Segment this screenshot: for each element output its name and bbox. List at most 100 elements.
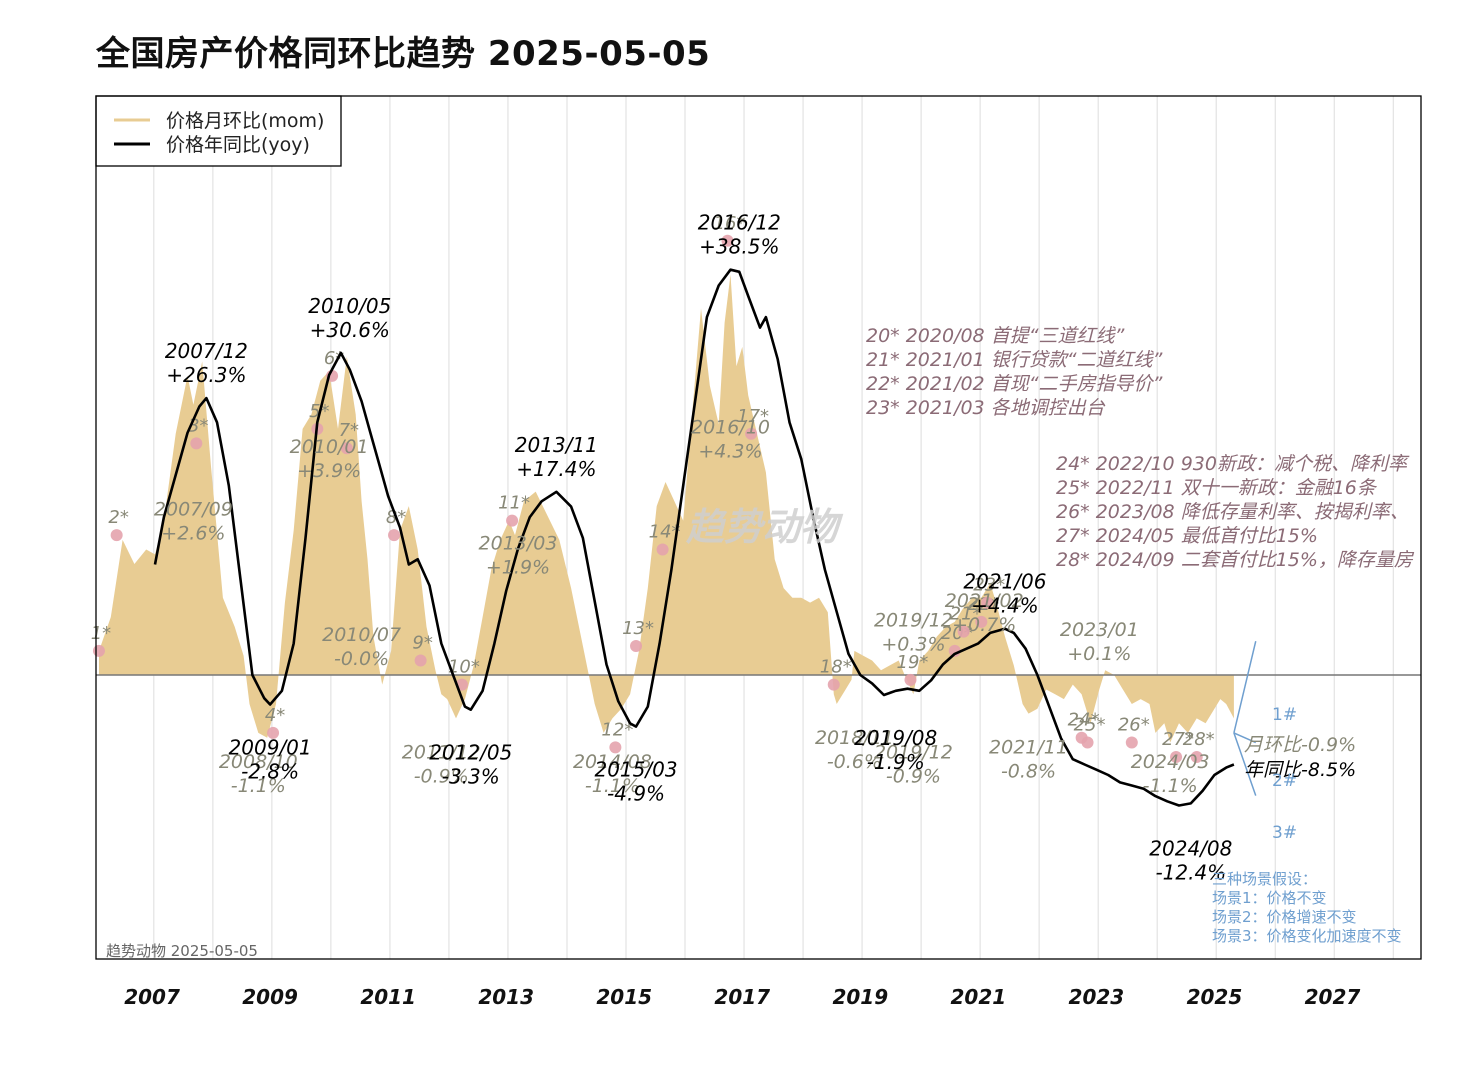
mom-annotation-value-5: -0.0%	[334, 648, 389, 670]
event-marker-22	[975, 615, 988, 628]
mom-annotation-date-1: 2010/01	[290, 436, 369, 458]
mom-annotation-date-3: 2016/10	[691, 417, 770, 439]
scenario-line-3	[1233, 732, 1257, 796]
yoy-line	[153, 268, 1235, 807]
mom-annotation-value-3: +4.3%	[698, 441, 762, 463]
latest-yoy-label: 年同比-8.5%	[1244, 759, 1356, 781]
yoy-annotation-value-0: +26.3%	[166, 363, 246, 387]
scenario-line-1	[1233, 641, 1257, 734]
event-marker-label-28: 28*	[1183, 729, 1215, 750]
event-marker-label-12: 12*	[601, 719, 633, 740]
event-marker-11	[506, 514, 519, 527]
event-marker-label-1: 1*	[91, 623, 111, 644]
yoy-annotation-value-9: -12.4%	[1155, 861, 1226, 885]
mom-annotation-date-8: 2018/11	[815, 727, 894, 749]
scenario-label-3: 3#	[1272, 823, 1297, 843]
mom-annotation-date-9: 2019/12	[874, 610, 953, 632]
policy-note-27: 27* 2024/05 最低首付比15%	[1056, 525, 1318, 547]
mom-annotation-date-2: 2013/03	[479, 532, 558, 554]
policy-note-22: 22* 2021/02 首现“二手房指导价”	[866, 373, 1163, 395]
yoy-annotation-value-2: +17.4%	[516, 457, 596, 481]
yoy-annotation-value-6: -4.9%	[607, 782, 665, 806]
mom-annotation-date-4: 2008/10	[219, 751, 298, 773]
scenario-line-2	[1233, 732, 1257, 744]
mom-annotation-value-13: +0.1%	[1067, 643, 1131, 665]
scenario-label-2: 2#	[1272, 771, 1297, 791]
page-title: 全国房产价格同环比趋势 2025-05-05	[96, 34, 711, 74]
mom-annotation-date-11: 2021/02	[945, 590, 1024, 612]
mom-annotation-date-7: 2014/08	[573, 751, 652, 773]
event-marker-2	[110, 529, 123, 542]
mom-annotation-value-7: -1.1%	[585, 775, 640, 797]
policy-note-24: 24* 2022/10 930新政：减个税、降利率	[1056, 453, 1410, 475]
policy-note-26: 26* 2023/08 降低存量利率、按揭利率、	[1056, 501, 1409, 523]
event-marker-label-17: 17*	[737, 406, 769, 427]
mom-annotation-value-1: +3.9%	[297, 460, 361, 482]
event-marker-label-2: 2*	[108, 507, 128, 528]
event-marker-label-27: 27*	[1162, 729, 1194, 750]
x-tick-label-2009: 2009	[242, 985, 298, 1009]
watermark: 趋势动物	[685, 505, 844, 549]
x-tick-label-2013: 2013	[478, 985, 534, 1009]
event-marker-17	[745, 427, 758, 440]
mom-annotation-date-10: 2019/12	[874, 741, 953, 763]
text-blocks: 趋势动物 20* 2020/08 首提“三道红线” 21* 2021/01 银行…	[106, 325, 1415, 960]
event-marker-label-7: 7*	[339, 420, 359, 441]
event-marker-27	[1170, 751, 1183, 764]
event-marker-13	[630, 640, 643, 653]
event-marker-label-19: 19*	[897, 652, 929, 673]
legend-yoy-label: 价格年同比(yoy)	[166, 134, 310, 156]
mom-annotation-value-4: -1.1%	[231, 775, 286, 797]
event-marker-label-14: 14*	[649, 522, 681, 543]
scenario-title: 三种场景假设：	[1212, 870, 1317, 888]
yoy-annotation-date-3: 2016/12	[698, 211, 781, 235]
yoy-annotation-date-7: 2019/08	[854, 726, 937, 750]
mom-annotation-value-11: +0.7%	[952, 614, 1016, 636]
event-marker-23	[981, 596, 994, 609]
event-marker-25	[1081, 736, 1094, 749]
yoy-annotation-date-0: 2007/12	[165, 339, 248, 363]
event-marker-label-11: 11*	[498, 493, 530, 514]
event-marker-9	[414, 654, 427, 667]
mom-annotation-date-5: 2010/07	[322, 624, 401, 646]
mom-annotation-date-12: 2021/11	[989, 737, 1068, 759]
event-marker-label-6: 6*	[324, 348, 344, 369]
yoy-line-path	[153, 268, 1235, 807]
event-marker-12	[609, 741, 622, 754]
mom-annotation-value-0: +2.6%	[161, 523, 225, 545]
event-marker-16	[721, 234, 734, 247]
scenario-label-1: 1#	[1272, 705, 1297, 725]
x-tick-label-2025: 2025	[1187, 985, 1243, 1009]
event-marker-label-9: 9*	[412, 633, 432, 654]
yoy-annotation-value-1: +30.6%	[310, 318, 390, 342]
event-marker-3	[190, 437, 203, 450]
plot-frame	[95, 95, 1422, 960]
event-marker-label-10: 10*	[448, 657, 480, 678]
mom-annotation-date-6: 2011/12	[402, 741, 481, 763]
event-marker-26	[1125, 736, 1138, 749]
event-marker-1	[92, 644, 105, 657]
x-tick-label-2017: 2017	[714, 985, 770, 1009]
event-marker-4	[267, 726, 280, 739]
yoy-annotation-date-9: 2024/08	[1149, 837, 1232, 861]
event-marker-label-24: 24*	[1068, 710, 1100, 731]
mom-annotation-date-14: 2024/03	[1131, 751, 1210, 773]
legend: 价格月环比(mom) 价格年同比(yoy)	[95, 95, 342, 167]
yoy-annotation-date-4: 2009/01	[229, 735, 312, 759]
x-axis: 2007 2009 2011 2013 2015 2017 2019 2021 2023 2025…	[124, 985, 1360, 1009]
event-marker-8	[388, 529, 401, 542]
event-marker-label-25: 25*	[1074, 715, 1106, 736]
x-tick-label-2015: 2015	[596, 985, 652, 1009]
event-marker-28	[1190, 751, 1203, 764]
mom-area	[99, 274, 1234, 743]
yoy-annotation-date-6: 2015/03	[594, 758, 677, 782]
scenario-item-1: 场景1：价格不变	[1212, 889, 1327, 907]
event-marker-label-4: 4*	[265, 705, 285, 726]
event-marker-7	[340, 442, 353, 455]
mom-annotation-value-14: -1.1%	[1143, 775, 1198, 797]
x-tick-label-2023: 2023	[1069, 985, 1125, 1009]
x-tick-label-2027: 2027	[1305, 985, 1361, 1009]
x-tick-label-2019: 2019	[832, 985, 888, 1009]
yoy-annotation-date-2: 2013/11	[515, 433, 598, 457]
